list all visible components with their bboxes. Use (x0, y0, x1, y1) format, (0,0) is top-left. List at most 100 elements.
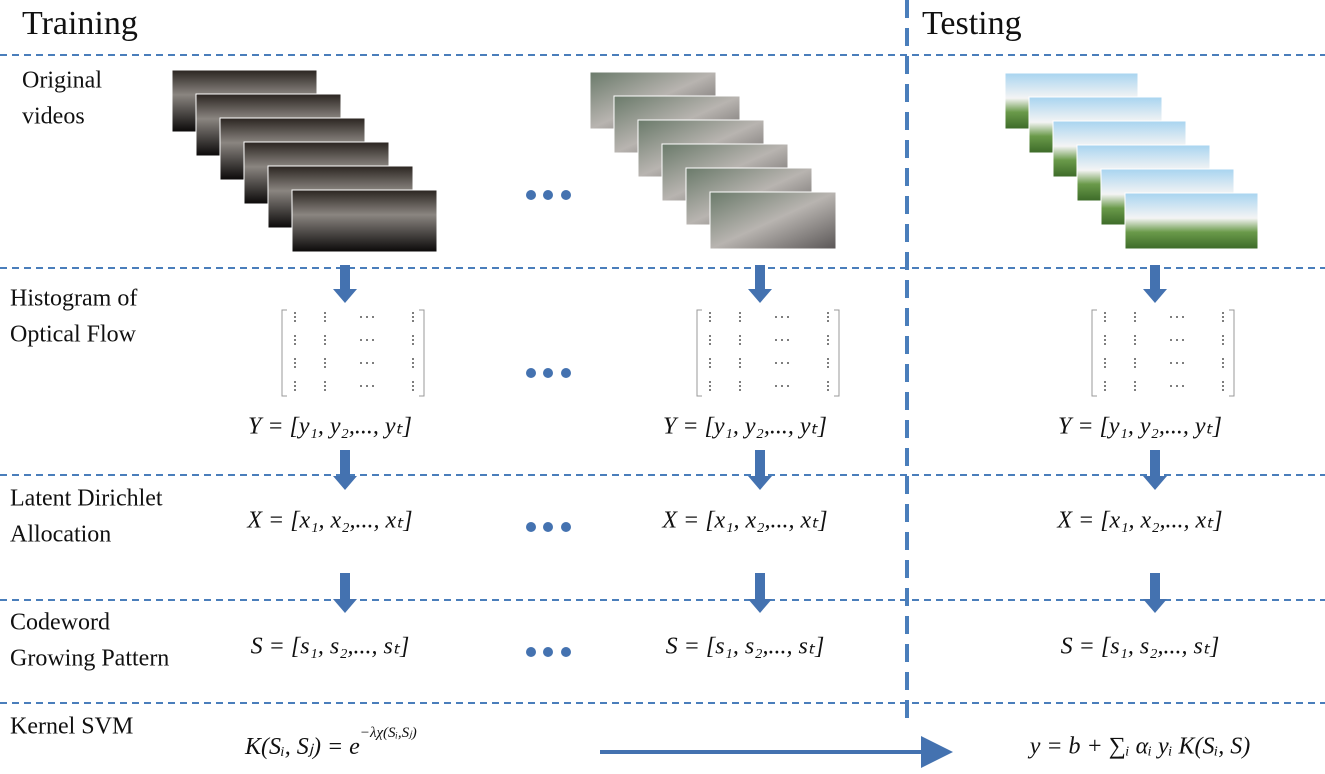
dot (1134, 389, 1136, 391)
dot (372, 362, 374, 364)
matrix (1092, 310, 1234, 396)
dot (1222, 316, 1224, 318)
dot (827, 389, 829, 391)
dot (739, 385, 741, 387)
ellipsis-dot (526, 190, 536, 200)
kernel-exponent: −λχ(Sᵢ,Sⱼ) (360, 725, 417, 741)
formula: X = [x₁, x₂,..., xₜ] (1056, 508, 1222, 534)
dot (739, 362, 741, 364)
dot (324, 381, 326, 383)
dot (324, 385, 326, 387)
dot (739, 339, 741, 341)
dot (739, 316, 741, 318)
formula: Y = [y₁, y₂,..., yₜ] (663, 414, 827, 440)
dot (709, 316, 711, 318)
dot (775, 316, 777, 318)
dot (709, 381, 711, 383)
dot (1104, 343, 1106, 345)
dot (1182, 316, 1184, 318)
dot (1222, 339, 1224, 341)
dot (709, 389, 711, 391)
dot (1104, 362, 1106, 364)
dot (827, 335, 829, 337)
down-arrow (748, 265, 772, 303)
dot (412, 385, 414, 387)
dot (294, 358, 296, 360)
dot (1182, 362, 1184, 364)
dot (324, 389, 326, 391)
row-label: Growing Pattern (10, 646, 169, 672)
dot (1134, 335, 1136, 337)
dot (1104, 358, 1106, 360)
dot (1134, 362, 1136, 364)
dot (1134, 385, 1136, 387)
dot (366, 316, 368, 318)
dot (827, 320, 829, 322)
dot (1104, 335, 1106, 337)
dot (1222, 362, 1224, 364)
dot (324, 320, 326, 322)
bracket (1092, 310, 1097, 396)
dot (1104, 316, 1106, 318)
dot (372, 339, 374, 341)
dot (709, 385, 711, 387)
dot (775, 385, 777, 387)
ellipsis-dot (561, 647, 571, 657)
dot (360, 339, 362, 341)
decision-formula: y = b + ∑ᵢ αᵢ yᵢ K(Sᵢ, S) (1028, 734, 1251, 760)
formula: X = [x₁, x₂,..., xₜ] (661, 508, 827, 534)
row-label: Optical Flow (10, 322, 137, 348)
dot (739, 389, 741, 391)
dot (1170, 362, 1172, 364)
dot (294, 362, 296, 364)
dot (1222, 358, 1224, 360)
dot (412, 335, 414, 337)
dot (1222, 385, 1224, 387)
dot (412, 362, 414, 364)
dot (709, 343, 711, 345)
dot (1176, 339, 1178, 341)
dot (775, 339, 777, 341)
dot (1170, 385, 1172, 387)
dot (324, 312, 326, 314)
dot (1134, 343, 1136, 345)
row-label: Kernel SVM (10, 714, 133, 740)
ellipsis-dot (561, 368, 571, 378)
dot (294, 312, 296, 314)
dot (366, 339, 368, 341)
dot (827, 362, 829, 364)
dot (1134, 339, 1136, 341)
video-frame (1125, 193, 1258, 249)
dot (1222, 320, 1224, 322)
dot (412, 339, 414, 341)
dot (360, 316, 362, 318)
dot (1182, 339, 1184, 341)
ellipsis-dot (526, 647, 536, 657)
dot (366, 362, 368, 364)
dot (1104, 381, 1106, 383)
dot (324, 335, 326, 337)
dot (1104, 366, 1106, 368)
dot (412, 343, 414, 345)
dot (1222, 343, 1224, 345)
dot (294, 316, 296, 318)
dot (324, 366, 326, 368)
down-arrow (333, 450, 357, 490)
bracket (419, 310, 424, 396)
dot (1170, 339, 1172, 341)
dot (1104, 339, 1106, 341)
dot (787, 362, 789, 364)
bracket (834, 310, 839, 396)
dot (709, 312, 711, 314)
dot (412, 320, 414, 322)
dot (739, 366, 741, 368)
bracket (697, 310, 702, 396)
down-arrow (333, 265, 357, 303)
dot (827, 343, 829, 345)
dot (1104, 312, 1106, 314)
dot (1176, 316, 1178, 318)
dot (739, 343, 741, 345)
dot (294, 320, 296, 322)
dot (787, 339, 789, 341)
dot (827, 385, 829, 387)
